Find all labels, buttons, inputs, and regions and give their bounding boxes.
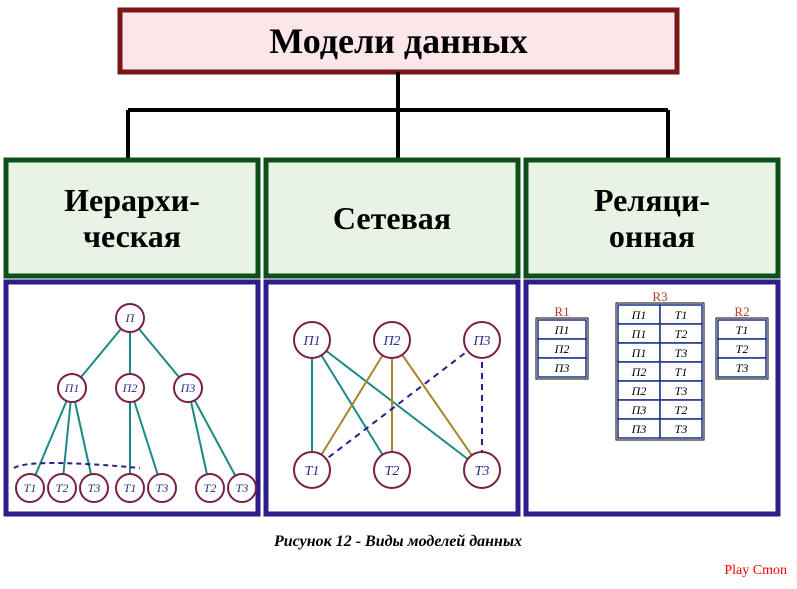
- tree-node-label: Т3: [236, 481, 249, 495]
- net-node-label: П1: [302, 334, 320, 349]
- table-cell-text: Т2: [675, 403, 688, 417]
- table-cell-text: Т2: [675, 327, 688, 341]
- figure-caption: Рисунок 12 - Виды моделей данных: [273, 533, 522, 550]
- tree-node-label: П1: [64, 381, 80, 395]
- table-cell-text: Т3: [675, 346, 688, 360]
- tree-node-label: Т3: [156, 481, 169, 495]
- tree-node-label: П: [125, 311, 136, 325]
- table-cell-text: Т1: [736, 323, 749, 337]
- table-title: R3: [652, 289, 667, 304]
- tree-node-label: П3: [180, 381, 196, 395]
- tree-node-label: Т2: [56, 481, 69, 495]
- tree-node-label: Т2: [204, 481, 217, 495]
- table-cell-text: П2: [554, 342, 570, 356]
- tree-node-label: Т3: [88, 481, 101, 495]
- tree-node-label: Т1: [124, 481, 137, 495]
- model-label: ческая: [83, 218, 181, 254]
- table-cell-text: Т3: [736, 361, 749, 375]
- tree-node-label: Т1: [24, 481, 37, 495]
- table-cell-text: П3: [631, 403, 647, 417]
- table-cell-text: Т1: [675, 308, 688, 322]
- net-node-label: Т1: [305, 464, 320, 479]
- diagram-root: Модели данных Иерархи-ческая Сетевая Реляци…: [0, 0, 797, 589]
- table-cell-text: Т2: [736, 342, 749, 356]
- table-cell-text: Т3: [675, 384, 688, 398]
- table-cell-text: Т3: [675, 422, 688, 436]
- model-label: Реляци-: [594, 182, 710, 218]
- table-cell-text: П1: [554, 323, 570, 337]
- table-title: R1: [554, 304, 569, 319]
- watermark-text: Play Cmon: [724, 563, 787, 579]
- table-cell-text: П1: [631, 308, 647, 322]
- table-cell-text: П1: [631, 327, 647, 341]
- table-cell-text: П1: [631, 346, 647, 360]
- net-node-label: П2: [382, 334, 400, 349]
- net-node-label: Т2: [385, 464, 400, 479]
- model-label: Сетевая: [333, 200, 451, 236]
- title-text: Модели данных: [269, 21, 527, 61]
- tree-node-label: П2: [122, 381, 138, 395]
- table-cell-text: П2: [631, 384, 647, 398]
- table-cell-text: Т1: [675, 365, 688, 379]
- table-title: R2: [734, 304, 749, 319]
- net-node-label: П3: [472, 334, 490, 349]
- model-label: онная: [609, 218, 695, 254]
- model-label: Иерархи-: [64, 182, 200, 218]
- net-node-label: Т3: [475, 464, 490, 479]
- table-cell-text: П3: [554, 361, 570, 375]
- table-cell-text: П2: [631, 365, 647, 379]
- table-cell-text: П3: [631, 422, 647, 436]
